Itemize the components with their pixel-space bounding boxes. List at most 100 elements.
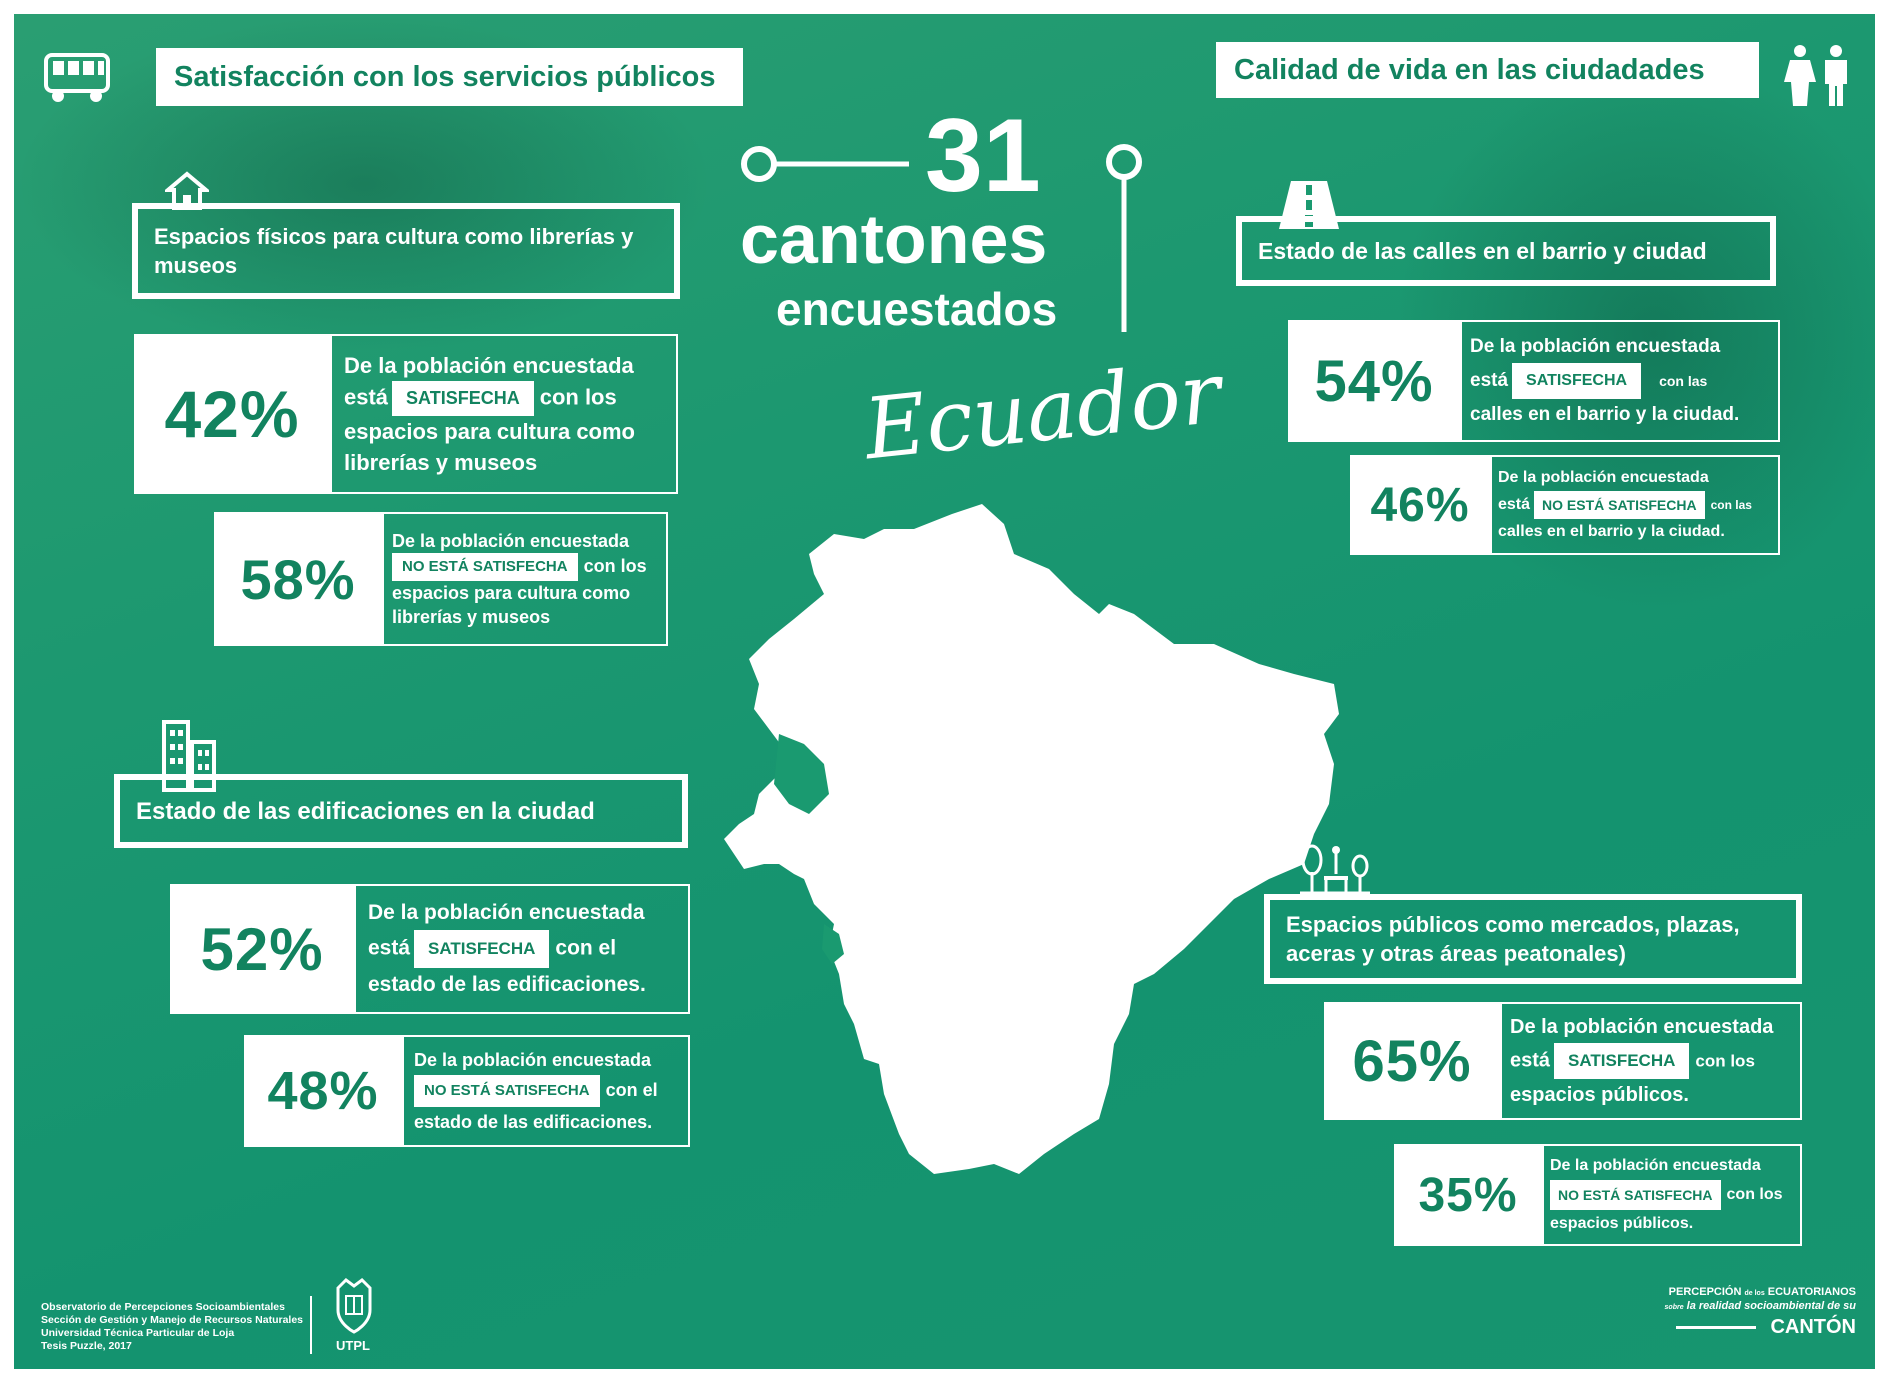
status-badge: SATISFECHA (1512, 363, 1642, 399)
lead-text: De la población encuestada (392, 531, 630, 551)
tail-text: estado de las edificaciones. (368, 973, 646, 996)
percentage: 52% (170, 884, 354, 1014)
status-line: NO ESTÁ SATISFECHA con los (1550, 1180, 1794, 1210)
header-espacios-text: Espacios públicos como mercados, plazas,… (1286, 912, 1740, 966)
header-calles: Estado de las calles en el barrio y ciud… (1236, 216, 1776, 286)
tail-text: espacios públicos. (1510, 1084, 1689, 1106)
brand-logo: PERCEPCIÓN de los ECUATORIANOS sobre la … (1616, 1286, 1856, 1339)
post-text: con los (583, 555, 647, 576)
status-line: está SATISFECHA con el (368, 930, 676, 968)
post-text: con el (605, 1079, 658, 1100)
pre-text: está (1510, 1049, 1551, 1072)
buildings-icon (162, 720, 216, 792)
footer-line: Observatorio de Percepciones Socioambien… (41, 1301, 285, 1313)
stat-edificaciones-satisfied: 52% De la población encuestada está SATIS… (170, 884, 690, 1014)
status-line: NO ESTÁ SATISFECHA con el (414, 1075, 678, 1108)
lead-text: De la población encuestada (1470, 336, 1721, 357)
percentage: 46% (1350, 455, 1490, 555)
description: De la población encuestada está SATISFECH… (354, 884, 690, 1014)
status-badge: NO ESTÁ SATISFECHA (1534, 491, 1705, 519)
post-text: con los (539, 384, 617, 410)
stat-espacios-unsatisfied: 35% De la población encuestada NO ESTÁ S… (1394, 1144, 1802, 1246)
stat-espacios-satisfied: 65% De la población encuestada está SATIS… (1324, 1002, 1802, 1120)
header-edificaciones: Estado de las edificaciones en la ciudad (114, 774, 688, 848)
brand-connector: de los (1744, 1290, 1765, 1297)
tail-text: estado de las edificaciones. (414, 1112, 653, 1133)
section-title-quality: Calidad de vida en las ciudadades (1216, 42, 1759, 98)
post-text: con los (1695, 1051, 1755, 1071)
post-text: con las (1659, 373, 1708, 390)
status-line: está NO ESTÁ SATISFECHA con las (1498, 491, 1772, 519)
brand-canton: CANTÓN (1770, 1316, 1856, 1338)
encuestados-label: encuestados (776, 283, 1058, 335)
utpl-shield-icon (336, 1278, 372, 1334)
lead-text: De la población encuestada (414, 1049, 652, 1070)
percentage: 42% (134, 334, 330, 494)
header-cultura-text: Espacios físicos para cultura como libre… (154, 224, 634, 278)
status-line: NO ESTÁ SATISFECHA con los (392, 553, 658, 581)
footer-line: Universidad Técnica Particular de Loja (41, 1327, 235, 1339)
footer-divider (310, 1296, 312, 1354)
connector-line-right (1106, 144, 1142, 332)
pre-text: está (1498, 496, 1531, 514)
percentage: 65% (1324, 1002, 1500, 1120)
percentage: 48% (244, 1035, 402, 1147)
pre-text: está (344, 384, 389, 410)
percentage: 54% (1288, 320, 1460, 442)
status-badge: NO ESTÁ SATISFECHA (392, 553, 578, 581)
description: De la población encuestada NO ESTÁ SATIS… (402, 1035, 690, 1147)
park-icon (1300, 844, 1370, 895)
status-badge: SATISFECHA (1554, 1043, 1690, 1079)
connector-line-left (741, 146, 909, 182)
lead-text: De la población encuestada (1550, 1157, 1761, 1174)
tail-text: espacios para cultura como librerías y m… (344, 419, 635, 475)
lead-text: De la población encuestada (344, 353, 634, 378)
pre-text: está (1470, 370, 1509, 392)
status-line: está SATISFECHA con los (344, 381, 664, 416)
post-text: con el (555, 936, 617, 960)
description: De la población encuestada está SATISFECH… (1500, 1002, 1802, 1120)
pre-text: está (368, 936, 411, 960)
lead-text: De la población encuestada (1498, 469, 1709, 486)
percentage: 58% (214, 512, 382, 646)
bus-icon (44, 53, 110, 102)
tail-text: calles en el barrio y la ciudad. (1498, 523, 1725, 540)
status-badge: NO ESTÁ SATISFECHA (1550, 1180, 1721, 1210)
brand-tagline: la realidad socioambiental de su (1686, 1300, 1856, 1312)
status-line: está SATISFECHA con las (1470, 363, 1770, 399)
brand-word: PERCEPCIÓN (1668, 1286, 1742, 1298)
section-title-services: Satisfacción con los servicios públicos (156, 48, 743, 106)
stat-cultura-unsatisfied: 58% De la población encuestada NO ESTÁ S… (214, 512, 668, 646)
status-badge: SATISFECHA (392, 381, 534, 416)
post-text: con las (1710, 498, 1752, 513)
description: De la población encuestada NO ESTÁ SATIS… (382, 512, 668, 646)
header-espacios: Espacios públicos como mercados, plazas,… (1264, 894, 1802, 984)
people-icon (1784, 45, 1847, 106)
stat-calles-unsatisfied: 46% De la población encuestada está NO ES… (1350, 455, 1780, 555)
footer-line: Sección de Gestión y Manejo de Recursos … (41, 1314, 304, 1326)
brand-rule (1676, 1326, 1757, 1329)
footer-credits: Observatorio de Percepciones Socioambien… (41, 1301, 303, 1353)
brand-word: ECUATORIANOS (1767, 1286, 1856, 1298)
stat-cultura-satisfied: 42% De la población encuestada está SATIS… (134, 334, 678, 494)
description: De la población encuestada está SATISFECH… (1460, 320, 1780, 442)
header-cultura: Espacios físicos para cultura como libre… (132, 203, 680, 299)
lead-text: De la población encuestada (368, 901, 645, 924)
description: De la población encuestada está SATISFECH… (330, 334, 678, 494)
infographic-poster: Satisfacción con los servicios públicos … (14, 14, 1875, 1369)
country-name: Ecuador (859, 343, 1226, 479)
lead-text: De la población encuestada (1510, 1016, 1774, 1038)
utpl-label: UTPL (336, 1338, 370, 1353)
brand-connector: sobre (1664, 1304, 1684, 1311)
status-badge: NO ESTÁ SATISFECHA (414, 1075, 600, 1108)
cantones-label: cantones (740, 200, 1048, 278)
status-line: está SATISFECHA con los (1510, 1043, 1792, 1079)
post-text: con los (1726, 1186, 1783, 1204)
ecuador-map (724, 504, 1339, 1174)
description: De la población encuestada NO ESTÁ SATIS… (1542, 1144, 1802, 1246)
tail-text: calles en el barrio y la ciudad. (1470, 404, 1740, 425)
footer-line: Tesis Puzzle, 2017 (41, 1340, 132, 1352)
header-edificaciones-text: Estado de las edificaciones en la ciudad (136, 797, 595, 825)
tail-text: espacios para cultura como librerías y m… (392, 583, 631, 627)
stat-edificaciones-unsatisfied: 48% De la población encuestada NO ESTÁ S… (244, 1035, 690, 1147)
